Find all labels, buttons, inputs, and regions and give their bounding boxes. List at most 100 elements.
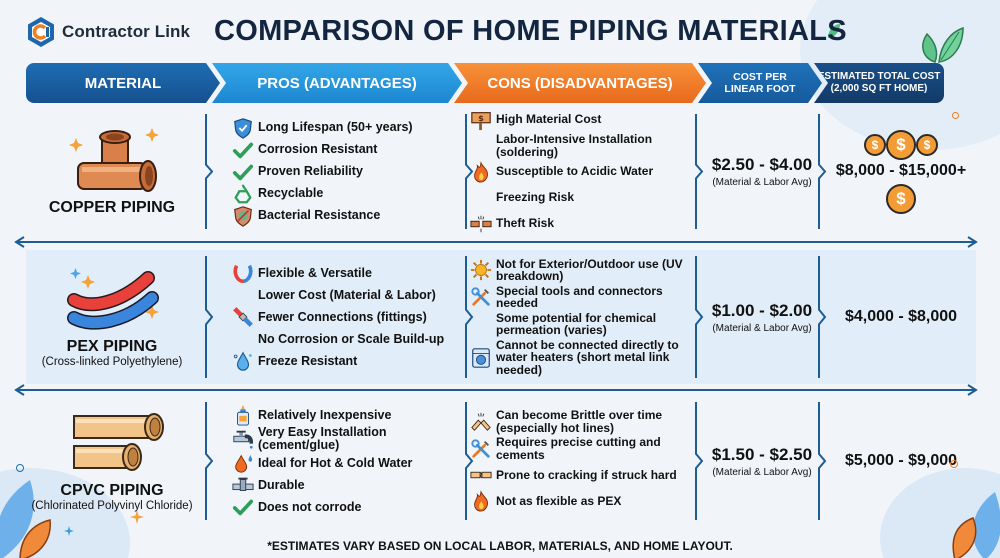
total-cost-value: $5,000 - $9,000 [844, 452, 958, 469]
list-item: Recyclable [228, 183, 468, 205]
row-divider-arrow [14, 236, 978, 248]
copper-tee-fitting-icon [69, 127, 159, 192]
list-item: Labor-Intensive Installation (soldering) [496, 132, 653, 159]
cost-note: (Material & Labor Avg) [712, 466, 812, 478]
broken-pipe-icon [466, 213, 496, 235]
header-material: MATERIAL [26, 63, 220, 103]
checkmark-icon [228, 496, 258, 518]
money-sign-icon: $ [466, 109, 496, 131]
list-item: Bacterial Resistance [228, 205, 468, 227]
checkmark-icon [228, 161, 258, 183]
fire-icon [466, 161, 496, 183]
cost-per-foot-value: $1.50 - $2.50 [711, 444, 813, 464]
cost-per-foot-cell: $1.50 - $2.50 (Material & Labor Avg) [702, 396, 822, 526]
coins-icon: $ $ $ [864, 129, 938, 160]
hot-cold-drop-icon [228, 452, 258, 474]
pros-list: Long Lifespan (50+ years) Corrosion Resi… [228, 108, 468, 235]
row-copper: COPPER PIPING Long Lifespan (50+ years) … [26, 108, 976, 235]
leaf-decoration-icon [922, 26, 964, 63]
bacteria-shield-icon [228, 205, 258, 227]
glue-bottle-icon [228, 404, 258, 426]
brand-logo: Contractor Link [26, 16, 190, 48]
list-item: Special tools and connectors needed [466, 285, 696, 310]
water-heater-icon [466, 347, 496, 369]
shield-check-icon [228, 117, 258, 139]
circle-decoration [952, 112, 959, 119]
header-pros: PROS (ADVANTAGES) [212, 63, 462, 103]
material-cell: COPPER PIPING [26, 108, 198, 235]
list-item: Freeze Resistant [228, 350, 468, 372]
cost-per-foot-value: $2.50 - $4.00 [711, 155, 813, 174]
total-cost-value: $4,000 - $8,000 [844, 308, 958, 325]
cons-list: Not for Exterior/Outdoor use (UV breakdo… [466, 250, 696, 384]
total-cost-cell: $4,000 - $8,000 [826, 250, 976, 384]
list-item: Ideal for Hot & Cold Water [228, 452, 468, 474]
material-cell: PEX PIPING (Cross-linked Polyethylene) [26, 250, 198, 384]
list-item: Cannot be connected directly to water he… [466, 339, 696, 377]
material-name: COPPER PIPING [48, 198, 176, 216]
circle-decoration [16, 464, 24, 472]
pipe-valve-icon [228, 474, 258, 496]
column-divider [204, 256, 214, 378]
total-cost-value: $8,000 - $15,000+ [835, 161, 967, 179]
list-item: Freezing Risk [496, 190, 575, 205]
contractor-link-logo-icon [28, 17, 54, 47]
list-item: Long Lifespan (50+ years) [228, 117, 468, 139]
cost-note: (Material & Labor Avg) [712, 322, 812, 334]
cost-per-foot-cell: $2.50 - $4.00 (Material & Labor Avg) [702, 108, 822, 235]
header-total-cost: ESTIMATED TOTAL COST (2,000 SQ FT HOME) [814, 63, 944, 103]
sun-icon [466, 259, 496, 281]
cpvc-pipes-icon [73, 413, 164, 471]
list-item: Proven Reliability [228, 161, 468, 183]
page-title: COMPARISON OF HOME PIPING MATERIALS [214, 15, 847, 47]
material-name: CPVC PIPING [60, 482, 164, 499]
svg-text:$: $ [478, 112, 484, 122]
coin-icon: $ [886, 183, 916, 214]
list-item: Some potential for chemical permeation (… [496, 310, 657, 338]
list-item: No Corrosion or Scale Build-up [258, 331, 445, 346]
list-item: Prone to cracking if struck hard [466, 463, 696, 487]
list-item: Durable [228, 474, 468, 496]
column-divider [204, 114, 214, 229]
list-item: Does not corrode [228, 496, 468, 518]
cost-per-foot-value: $1.00 - $2.00 [711, 300, 813, 320]
faucet-icon [228, 428, 258, 450]
flexible-tube-icon [228, 262, 258, 284]
list-item: $ High Material Cost [466, 108, 696, 132]
list-item: Not as flexible as PEX [466, 489, 696, 513]
recycle-icon [228, 183, 258, 205]
footnote: *ESTIMATES VARY BASED ON LOCAL LABOR, MA… [267, 539, 733, 553]
total-cost-cell: $5,000 - $9,000 [826, 396, 976, 526]
sparkle-icon [130, 510, 144, 524]
row-divider-arrow [14, 384, 978, 396]
tools-icon [466, 286, 496, 308]
column-divider [204, 402, 214, 520]
pipe-connector-icon [228, 306, 258, 328]
pex-tubes-icon [67, 268, 159, 330]
material-subtitle: (Chlorinated Polyvinyl Chloride) [31, 500, 193, 512]
row-cpvc: CPVC PIPING (Chlorinated Polyvinyl Chlor… [26, 396, 976, 526]
sparkle-icon [64, 526, 74, 536]
cost-per-foot-cell: $1.00 - $2.00 (Material & Labor Avg) [702, 250, 822, 384]
cost-note: (Material & Labor Avg) [712, 177, 812, 188]
row-pex: PEX PIPING (Cross-linked Polyethylene) F… [26, 250, 976, 384]
list-item: Susceptible to Acidic Water [466, 160, 696, 184]
material-cell: CPVC PIPING (Chlorinated Polyvinyl Chlor… [26, 396, 198, 526]
leaf-decoration-icon [0, 480, 51, 558]
cons-list: $ High Material Cost Labor-Intensive Inst… [466, 108, 696, 235]
checkmark-icon [228, 139, 258, 161]
leaf-decoration-icon [952, 492, 1000, 558]
water-drop-icon [228, 350, 258, 372]
header-cost-per-foot: COST PER LINEAR FOOT [698, 63, 822, 103]
list-item: Flexible & Versatile [228, 262, 468, 284]
list-item: Fewer Connections (fittings) [228, 306, 468, 328]
list-item: Not for Exterior/Outdoor use (UV breakdo… [466, 258, 696, 283]
list-item: Can become Brittle over time (especially… [466, 409, 696, 434]
list-item: Lower Cost (Material & Labor) [258, 287, 436, 302]
cracked-pipe-icon [466, 464, 496, 486]
list-item: Corrosion Resistant [228, 139, 468, 161]
leaf-small-icon [828, 24, 840, 38]
brand-name: Contractor Link [62, 22, 191, 41]
broken-stick-icon [466, 411, 496, 433]
material-name: PEX PIPING [66, 338, 158, 355]
